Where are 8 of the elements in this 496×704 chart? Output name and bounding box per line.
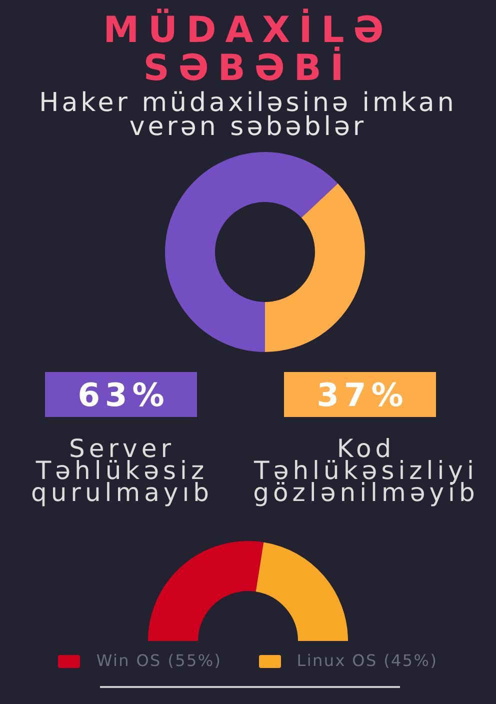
legend-label: Linux OS (45%) [296,651,438,670]
chart-subtitle: Haker müdaxiləsinə imkan verən səbəblər [38,88,458,142]
chart-title: MÜDAXİLƏ SƏBƏBİ [102,10,394,89]
slice-label: Server Təhlükəsiz qurulmayıb [30,434,214,507]
slice-label: Kod Təhlükəsizliyi gözlənilməyib [253,434,479,507]
legend-label: Win OS (55%) [96,651,222,670]
data-label: 63% [78,376,170,414]
data-label: 37% [316,376,408,414]
